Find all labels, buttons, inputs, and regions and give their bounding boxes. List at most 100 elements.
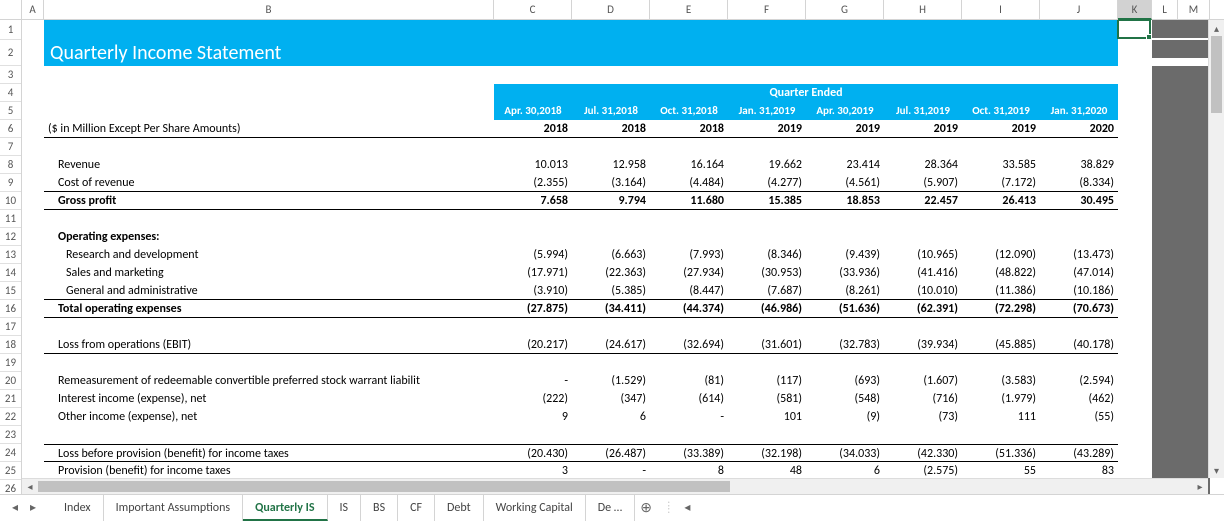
sheet-tab[interactable]: Quarterly IS (243, 495, 327, 521)
data-cell[interactable]: (1.607) (884, 372, 962, 390)
sheet-tab[interactable]: CF (398, 495, 435, 521)
scroll-left-icon[interactable]: ◂ (22, 479, 38, 495)
column-header-F[interactable]: F (728, 0, 806, 20)
sheet-tab[interactable]: Important Assumptions (104, 495, 243, 521)
column-header-I[interactable]: I (962, 0, 1040, 20)
data-cell[interactable]: 9 (494, 408, 572, 426)
row-header-15[interactable]: 15 (0, 282, 21, 300)
data-cell[interactable]: (45.885) (962, 336, 1040, 354)
row-header-6[interactable]: 6 (0, 120, 21, 138)
data-cell[interactable] (494, 228, 572, 246)
data-cell[interactable]: (47.014) (1040, 264, 1118, 282)
data-cell[interactable]: 111 (962, 408, 1040, 426)
data-cell[interactable]: (20.217) (494, 336, 572, 354)
row-header-20[interactable]: 20 (0, 372, 21, 390)
data-cell[interactable]: (44.374) (650, 300, 728, 318)
data-cell[interactable]: (43.289) (1040, 444, 1118, 462)
scroll-right-icon[interactable]: ▸ (1192, 479, 1208, 495)
row-header-13[interactable]: 13 (0, 246, 21, 264)
data-cell[interactable]: 15.385 (728, 192, 806, 210)
data-cell[interactable]: (4.484) (650, 174, 728, 192)
tab-nav-next-icon[interactable]: ▸ (24, 499, 42, 517)
data-cell[interactable]: (39.934) (884, 336, 962, 354)
column-header-B[interactable]: B (44, 0, 494, 20)
worksheet[interactable]: Quarterly Income StatementQuarter EndedA… (22, 20, 1224, 494)
data-cell[interactable]: 7.658 (494, 192, 572, 210)
data-cell[interactable]: 12.958 (572, 156, 650, 174)
data-cell[interactable]: (34.411) (572, 300, 650, 318)
data-cell[interactable]: (48.822) (962, 264, 1040, 282)
column-header-E[interactable]: E (650, 0, 728, 20)
scroll-thumb-horizontal[interactable] (38, 481, 730, 492)
data-cell[interactable]: (17.971) (494, 264, 572, 282)
data-cell[interactable] (1040, 228, 1118, 246)
data-cell[interactable]: - (650, 408, 728, 426)
column-header-M[interactable]: M (1178, 0, 1210, 20)
data-cell[interactable]: (33.389) (650, 444, 728, 462)
row-header-2[interactable]: 2 (0, 40, 21, 66)
select-all-corner[interactable] (0, 0, 22, 20)
sheet-tab[interactable]: IS (328, 495, 362, 521)
row-header-18[interactable]: 18 (0, 336, 21, 354)
sheet-tab[interactable]: BS (361, 495, 398, 521)
vertical-scrollbar[interactable]: ▴ ▾ (1208, 20, 1224, 478)
data-cell[interactable]: (10.186) (1040, 282, 1118, 300)
data-cell[interactable]: (9) (806, 408, 884, 426)
data-cell[interactable]: (51.636) (806, 300, 884, 318)
data-cell[interactable]: (716) (884, 390, 962, 408)
row-headers[interactable]: 1234567891011121314151617181920212223242… (0, 20, 22, 494)
sheet-tab[interactable]: De … (586, 495, 635, 521)
data-cell[interactable]: (2.594) (1040, 372, 1118, 390)
column-headers[interactable]: ABCDEFGHIJKLM (0, 0, 1224, 20)
column-header-G[interactable]: G (806, 0, 884, 20)
data-cell[interactable]: (81) (650, 372, 728, 390)
data-cell[interactable]: (72.298) (962, 300, 1040, 318)
tab-scroll-first-icon[interactable]: ◂ (678, 499, 696, 517)
row-header-4[interactable]: 4 (0, 84, 21, 102)
data-cell[interactable]: (614) (650, 390, 728, 408)
data-cell[interactable] (806, 228, 884, 246)
data-cell[interactable]: (41.416) (884, 264, 962, 282)
data-cell[interactable]: 28.364 (884, 156, 962, 174)
data-cell[interactable]: 16.164 (650, 156, 728, 174)
column-header-D[interactable]: D (572, 0, 650, 20)
data-cell[interactable]: 26.413 (962, 192, 1040, 210)
row-header-22[interactable]: 22 (0, 408, 21, 426)
data-cell[interactable]: (73) (884, 408, 962, 426)
data-cell[interactable]: (1.529) (572, 372, 650, 390)
column-header-C[interactable]: C (494, 0, 572, 20)
data-cell[interactable]: (11.386) (962, 282, 1040, 300)
data-cell[interactable]: (3.910) (494, 282, 572, 300)
data-cell[interactable]: 19.662 (728, 156, 806, 174)
data-cell[interactable]: 11.680 (650, 192, 728, 210)
data-cell[interactable]: (51.336) (962, 444, 1040, 462)
data-cell[interactable]: (20.430) (494, 444, 572, 462)
data-cell[interactable]: (9.439) (806, 246, 884, 264)
row-header-24[interactable]: 24 (0, 444, 21, 462)
data-cell[interactable]: 22.457 (884, 192, 962, 210)
data-cell[interactable]: (32.694) (650, 336, 728, 354)
data-cell[interactable]: (222) (494, 390, 572, 408)
data-cell[interactable]: (8.447) (650, 282, 728, 300)
row-header-1[interactable]: 1 (0, 20, 21, 40)
data-cell[interactable]: (27.934) (650, 264, 728, 282)
row-header-5[interactable]: 5 (0, 102, 21, 120)
data-cell[interactable]: (10.965) (884, 246, 962, 264)
scroll-up-icon[interactable]: ▴ (1209, 20, 1224, 36)
row-header-23[interactable]: 23 (0, 426, 21, 444)
data-cell[interactable]: (22.363) (572, 264, 650, 282)
sheet-tab[interactable]: Working Capital (484, 495, 586, 521)
data-cell[interactable]: (8.261) (806, 282, 884, 300)
data-cell[interactable]: (55) (1040, 408, 1118, 426)
row-header-14[interactable]: 14 (0, 264, 21, 282)
row-header-11[interactable]: 11 (0, 210, 21, 228)
data-cell[interactable]: (31.601) (728, 336, 806, 354)
data-cell[interactable]: (70.673) (1040, 300, 1118, 318)
row-header-10[interactable]: 10 (0, 192, 21, 210)
data-cell[interactable]: (32.783) (806, 336, 884, 354)
row-header-3[interactable]: 3 (0, 66, 21, 84)
data-cell[interactable]: (7.993) (650, 246, 728, 264)
column-header-A[interactable]: A (22, 0, 44, 20)
data-cell[interactable]: 30.495 (1040, 192, 1118, 210)
data-cell[interactable]: (581) (728, 390, 806, 408)
